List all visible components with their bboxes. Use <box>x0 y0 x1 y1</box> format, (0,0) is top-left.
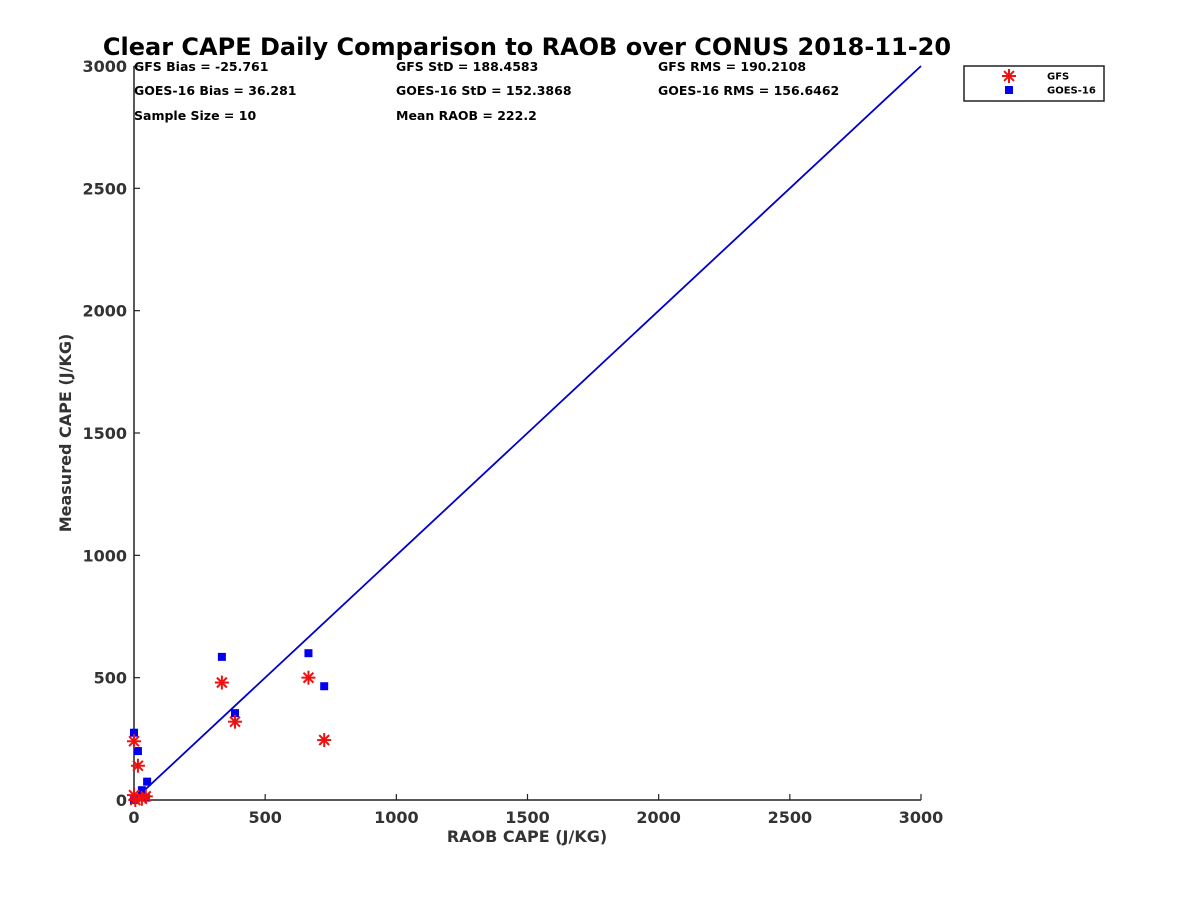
legend-items: GFS GOES-16 <box>1002 69 1096 97</box>
plot-area <box>127 65 922 807</box>
asterisk-stroke <box>128 789 140 801</box>
gfs-point <box>127 734 141 749</box>
y-tick-label: 3000 <box>82 57 127 76</box>
legend-marker-goes16 <box>1005 86 1013 94</box>
y-axis-label: Measured CAPE (J/KG) <box>56 334 75 533</box>
stat-text: GFS Bias = -25.761 <box>134 59 268 74</box>
y-tick-label: 0 <box>116 791 127 810</box>
x-tick-label: 3000 <box>899 808 944 827</box>
y-tick-label: 1500 <box>82 424 127 443</box>
asterisk-stroke <box>1003 70 1015 82</box>
stat-text: GOES-16 StD = 152.3868 <box>396 83 572 98</box>
stat-text: GFS RMS = 190.2108 <box>658 59 806 74</box>
legend-box <box>963 65 1105 102</box>
asterisk-stroke <box>128 735 140 747</box>
legend: GFS GOES-16 <box>963 65 1105 102</box>
goes16-point <box>143 777 152 786</box>
y-tick-label: 2000 <box>82 302 127 321</box>
goes16-point <box>304 649 313 658</box>
x-axis-label: RAOB CAPE (J/KG) <box>447 827 607 846</box>
asterisk-stroke <box>216 676 228 689</box>
x-tick-label: 2500 <box>768 808 813 827</box>
y-tick-label: 1000 <box>82 546 127 565</box>
asterisk-stroke <box>132 760 144 772</box>
goes16-point <box>230 709 239 718</box>
series-gfs <box>127 670 332 807</box>
one-to-one-line <box>133 65 922 801</box>
y-tick-label: 500 <box>94 669 127 688</box>
stats-block: GFS Bias = -25.761 GFS StD = 188.4583 GFS … <box>134 59 839 123</box>
stat-text: GFS StD = 188.4583 <box>396 59 538 74</box>
asterisk-stroke <box>318 734 330 746</box>
legend-label: GOES-16 <box>1047 86 1096 97</box>
goes16-point <box>217 652 226 661</box>
legend-label: GFS <box>1047 72 1069 83</box>
gfs-point <box>214 675 229 690</box>
gfs-point <box>301 670 316 685</box>
series-goes-16 <box>130 649 329 804</box>
goes16-point <box>133 747 142 756</box>
asterisk-stroke <box>302 672 315 684</box>
asterisk-stroke <box>140 790 152 802</box>
y-ticks: 0 500 1000 1500 2000 2500 3000 <box>82 57 140 810</box>
x-ticks: 0 500 1000 1500 2000 2500 3000 <box>128 794 943 827</box>
asterisk-stroke <box>229 716 241 728</box>
x-tick-label: 1500 <box>505 808 550 827</box>
stat-text: Mean RAOB = 222.2 <box>396 108 537 123</box>
goes16-point <box>130 728 138 737</box>
gfs-point <box>138 789 153 804</box>
goes16-point <box>137 786 146 795</box>
legend-marker-gfs <box>1002 69 1016 83</box>
chart-title: Clear CAPE Daily Comparison to RAOB over… <box>103 33 951 61</box>
gfs-point <box>227 714 242 729</box>
goes16-point <box>320 682 329 691</box>
stat-text: GOES-16 RMS = 156.6462 <box>658 83 839 98</box>
stat-text: Sample Size = 10 <box>134 108 256 123</box>
stat-text: GOES-16 Bias = 36.281 <box>134 83 296 98</box>
series-layer <box>127 649 332 807</box>
gfs-point <box>130 758 145 773</box>
gfs-point <box>317 733 332 748</box>
x-tick-label: 0 <box>128 808 139 827</box>
x-tick-label: 2000 <box>636 808 681 827</box>
y-tick-label: 2500 <box>82 179 127 198</box>
x-tick-label: 1000 <box>374 808 419 827</box>
x-tick-label: 500 <box>248 808 281 827</box>
